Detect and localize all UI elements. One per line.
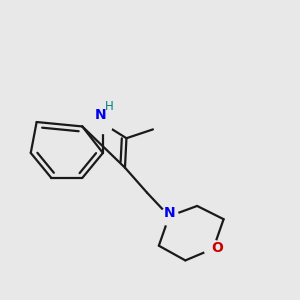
Text: O: O bbox=[211, 241, 223, 255]
Text: H: H bbox=[104, 100, 113, 113]
Text: N: N bbox=[163, 206, 175, 220]
Text: N: N bbox=[95, 108, 106, 122]
